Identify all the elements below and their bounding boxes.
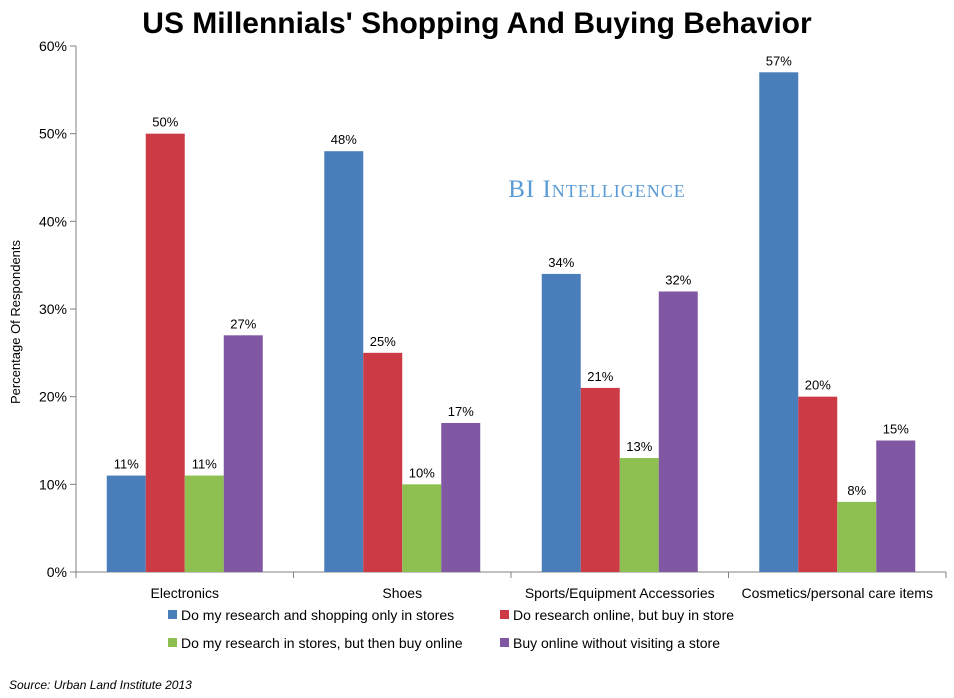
bar	[324, 151, 364, 572]
bar	[658, 291, 698, 572]
chart-title: US Millennials' Shopping And Buying Beha…	[142, 7, 812, 40]
data-labels: 11% 50% 11% 27% 48% 25% 10% 17% 34% 21% 13% 32% 57% 2…	[114, 53, 909, 498]
category-label: Shoes	[382, 585, 422, 601]
data-label: 11%	[114, 457, 139, 472]
bar	[106, 475, 146, 572]
category-label: Electronics	[151, 585, 219, 601]
bar	[759, 72, 799, 573]
category-label: Sports/Equipment Accessories	[525, 585, 715, 601]
y-tick-label: 50%	[39, 126, 67, 142]
data-label: 32%	[665, 272, 691, 287]
data-label: 15%	[883, 422, 909, 437]
data-label: 57%	[766, 53, 792, 68]
bar	[441, 422, 481, 572]
data-label: 10%	[409, 465, 435, 480]
bar	[363, 352, 403, 572]
bar	[837, 501, 877, 572]
data-label: 27%	[230, 316, 256, 331]
bar	[402, 484, 442, 572]
bar	[145, 133, 185, 572]
y-axis-title: Percentage Of Respondents	[8, 239, 23, 404]
data-label: 34%	[548, 255, 574, 270]
watermark-logo: BI Intelligence	[508, 176, 686, 203]
legend-label: Do research online, but buy in store	[513, 607, 734, 623]
data-label: 11%	[192, 457, 217, 472]
watermark-brand: BI	[508, 176, 535, 203]
legend-label: Do my research and shopping only in stor…	[181, 607, 454, 623]
legend-swatch	[500, 638, 509, 647]
legend-label: Do my research in stores, but then buy o…	[181, 635, 463, 651]
y-tick-label: 10%	[39, 476, 67, 492]
legend-swatch	[500, 610, 509, 619]
data-label: 50%	[152, 115, 178, 130]
x-axis: Electronics Shoes Sports/Equipment Accesso…	[75, 571, 947, 601]
y-tick-label: 20%	[39, 389, 67, 405]
y-tick-label: 0%	[47, 564, 67, 580]
source-note: Source: Urban Land Institute 2013	[9, 678, 192, 692]
y-tick-label: 30%	[39, 301, 67, 317]
bar	[223, 335, 263, 572]
bar	[619, 458, 659, 572]
data-label: 13%	[626, 439, 652, 454]
bar	[876, 440, 916, 572]
y-axis: 0% 10% 20% 30% 40% 50% 60%	[39, 38, 77, 580]
bar	[184, 475, 224, 572]
bar	[541, 273, 581, 572]
data-label: 8%	[847, 483, 866, 498]
legend-swatch	[168, 638, 177, 647]
bar	[580, 387, 620, 572]
data-label: 17%	[448, 404, 474, 419]
bars	[106, 72, 916, 573]
data-label: 25%	[370, 334, 396, 349]
legend: Do my research and shopping only in stor…	[168, 607, 734, 651]
watermark-word: Intelligence	[542, 176, 685, 203]
data-label: 20%	[805, 378, 831, 393]
y-tick-label: 60%	[39, 38, 67, 54]
legend-label: Buy online without visiting a store	[513, 635, 720, 651]
data-label: 21%	[587, 369, 613, 384]
category-label: Cosmetics/personal care items	[742, 585, 933, 601]
y-tick-label: 40%	[39, 213, 67, 229]
legend-swatch	[168, 610, 177, 619]
bar	[798, 396, 838, 572]
data-label: 48%	[331, 132, 357, 147]
